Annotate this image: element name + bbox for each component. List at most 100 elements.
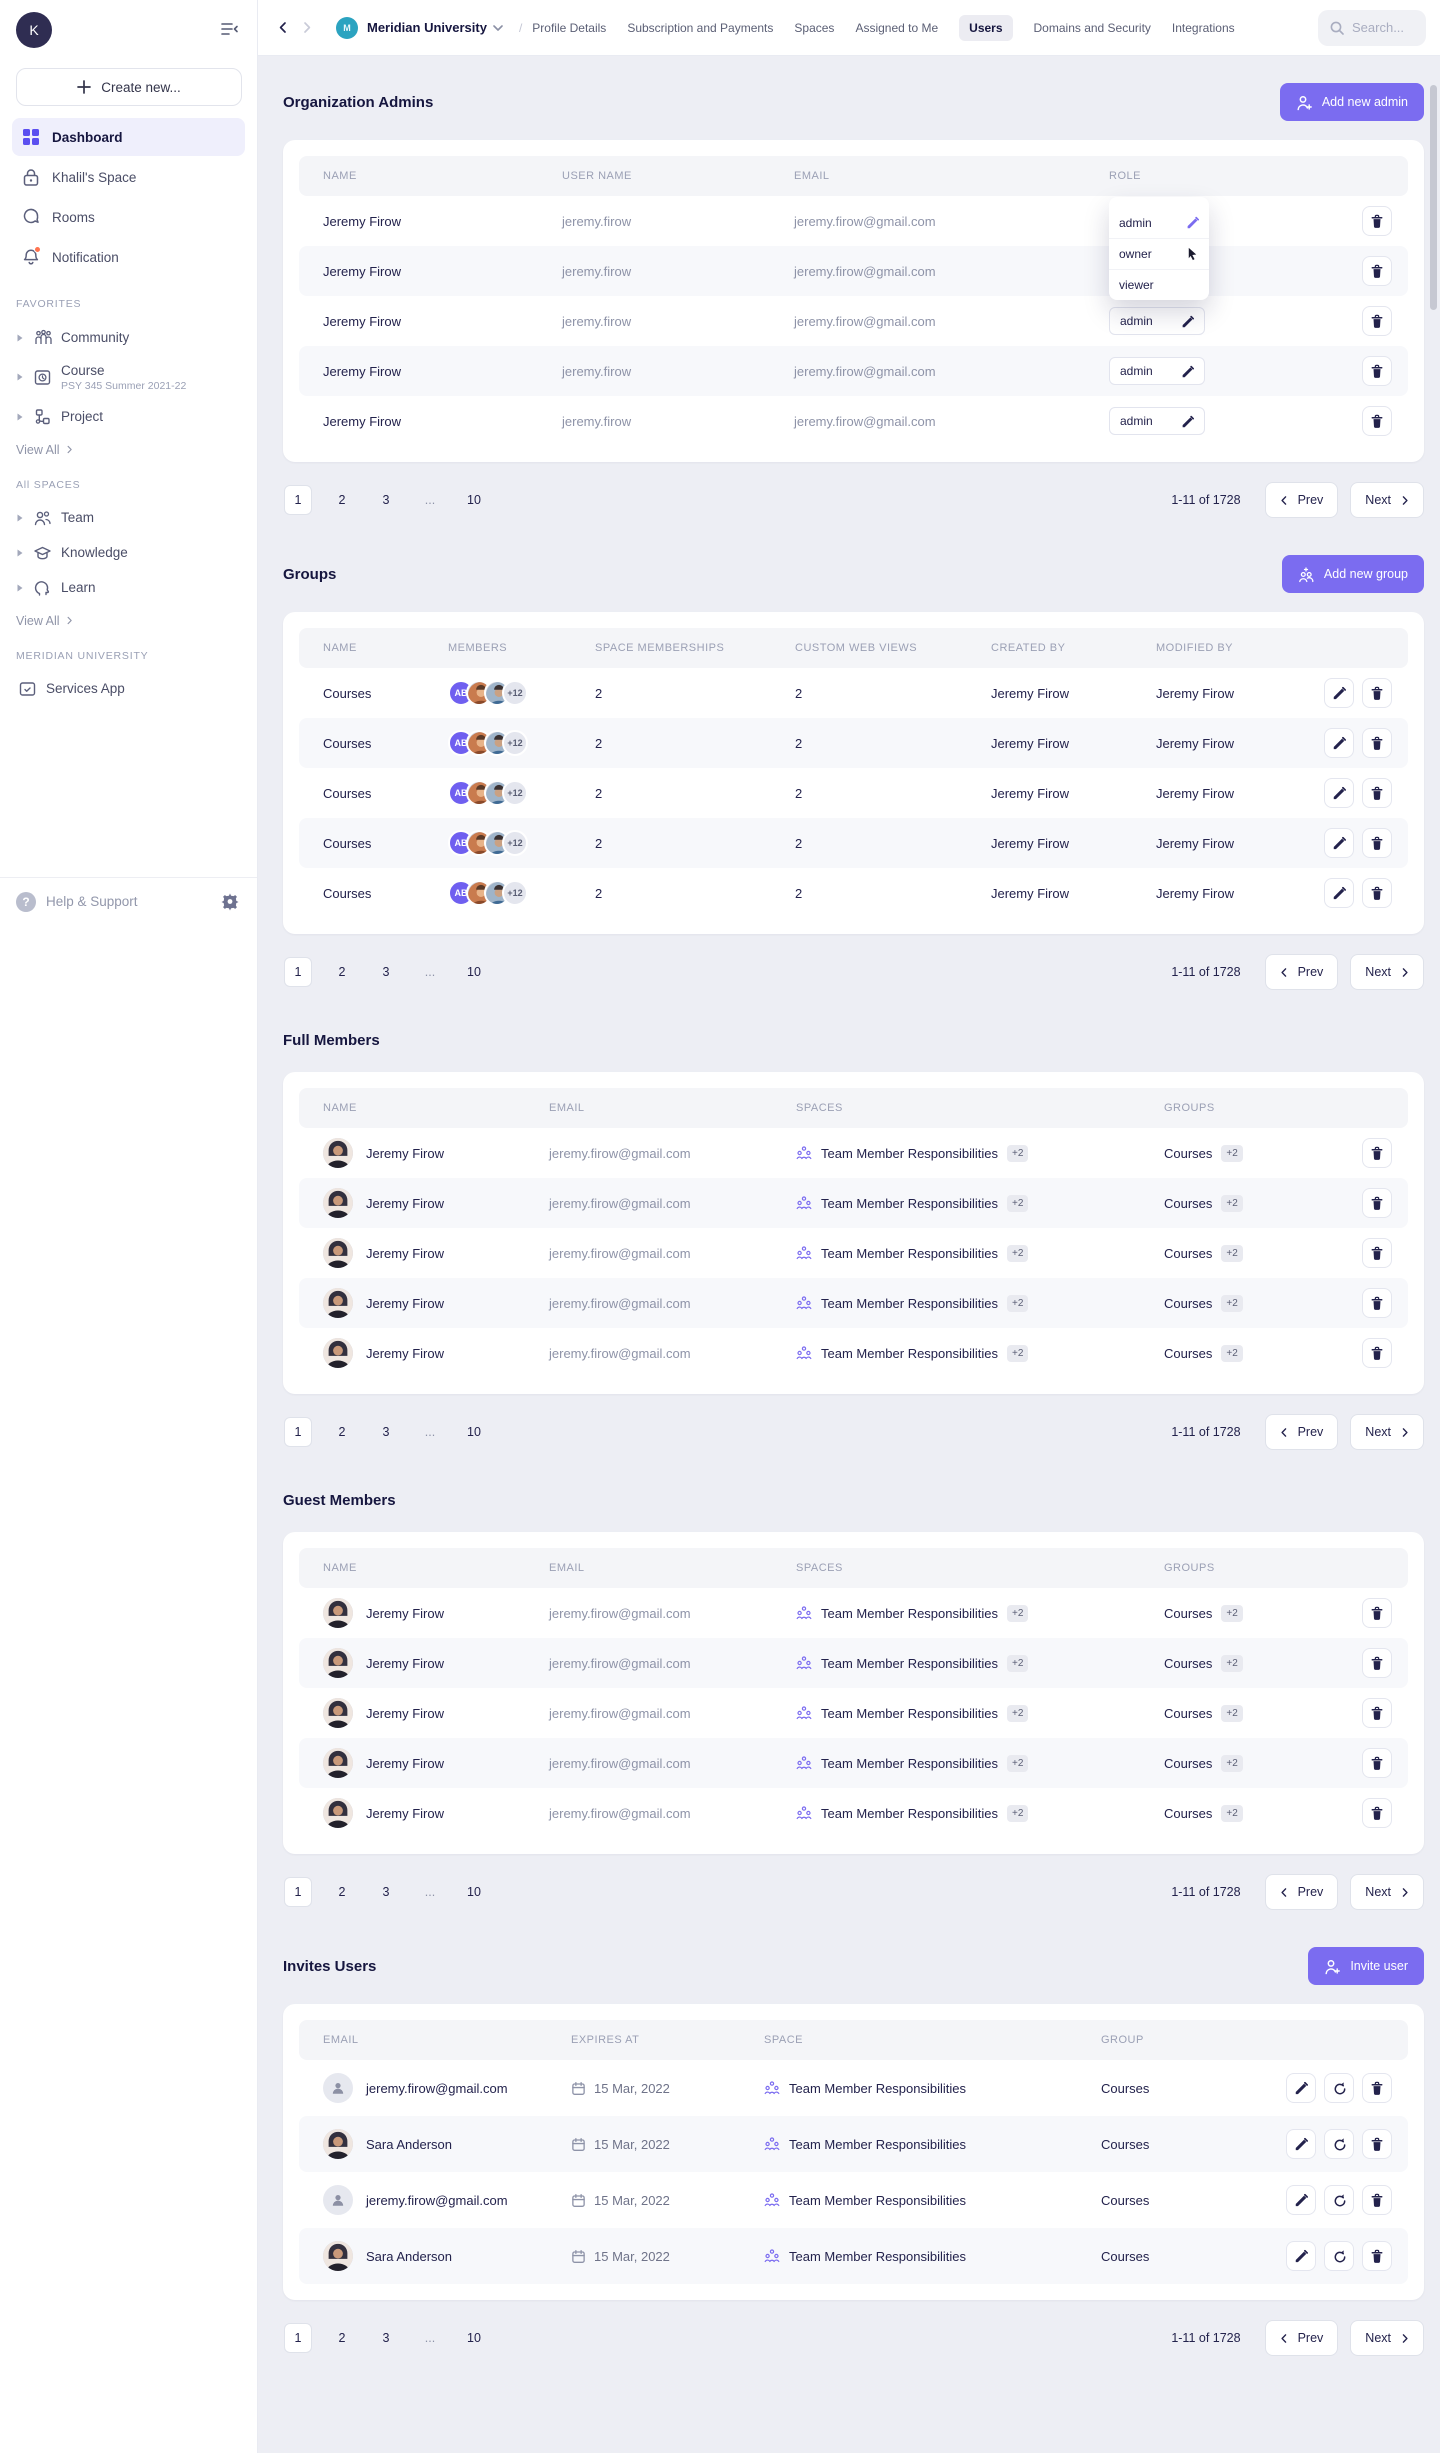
page-button[interactable]: 2 [338, 1885, 346, 1899]
delete-group-button[interactable] [1362, 728, 1392, 758]
groups-overflow-badge[interactable]: +2 [1221, 1754, 1243, 1772]
spaces-overflow-badge[interactable]: +2 [1007, 1244, 1029, 1262]
spaces-overflow-badge[interactable]: +2 [1007, 1604, 1029, 1622]
spaces-overflow-badge[interactable]: +2 [1007, 1804, 1029, 1822]
prev-button[interactable]: Prev [1264, 1874, 1339, 1910]
tab-subscription-payments[interactable]: Subscription and Payments [627, 20, 774, 35]
spaces-overflow-badge[interactable]: +2 [1007, 1344, 1029, 1362]
next-button[interactable]: Next [1350, 954, 1424, 990]
spaces-overflow-badge[interactable]: +2 [1007, 1194, 1029, 1212]
delete-invite-button[interactable] [1362, 2241, 1392, 2271]
tab-users[interactable]: Users [959, 14, 1013, 41]
delete-admin-button[interactable] [1362, 256, 1392, 286]
next-button[interactable]: Next [1350, 1414, 1424, 1450]
groups-overflow-badge[interactable]: +2 [1221, 1294, 1243, 1312]
sidebar-item-services-app[interactable]: Services App [0, 672, 257, 707]
role-select[interactable]: admin [1109, 307, 1205, 335]
sidebar-item-rooms[interactable]: Rooms [12, 198, 245, 236]
create-new-button[interactable]: Create new... [16, 68, 242, 106]
member-avatars[interactable]: AB +12 [448, 880, 595, 906]
member-avatars[interactable]: AB +12 [448, 730, 595, 756]
spaces-overflow-badge[interactable]: +2 [1007, 1294, 1029, 1312]
page-button[interactable]: 1 [284, 957, 312, 987]
sidebar-item-project[interactable]: Project [0, 400, 257, 435]
resend-invite-button[interactable] [1324, 2073, 1354, 2103]
spaces-overflow-badge[interactable]: +2 [1007, 1704, 1029, 1722]
add-new-admin-button[interactable]: Add new admin [1279, 83, 1424, 121]
delete-admin-button[interactable] [1362, 356, 1392, 386]
delete-member-button[interactable] [1362, 1188, 1392, 1218]
page-button[interactable]: 10 [467, 1885, 481, 1899]
delete-group-button[interactable] [1362, 878, 1392, 908]
page-button[interactable]: 2 [338, 2331, 346, 2345]
delete-invite-button[interactable] [1362, 2073, 1392, 2103]
search-input[interactable]: Search... [1318, 9, 1426, 46]
page-button[interactable]: 10 [467, 493, 481, 507]
next-button[interactable]: Next [1350, 482, 1424, 518]
groups-overflow-badge[interactable]: +2 [1221, 1704, 1243, 1722]
sidebar-item-notification[interactable]: Notification [12, 238, 245, 276]
sidebar-item-dashboard[interactable]: Dashboard [12, 118, 245, 156]
page-button[interactable]: 1 [284, 1417, 312, 1447]
tab-profile-details[interactable]: Profile Details [532, 20, 607, 35]
gear-icon[interactable] [221, 892, 239, 911]
invite-user-button[interactable]: Invite user [1308, 1947, 1424, 1985]
resend-invite-button[interactable] [1324, 2129, 1354, 2159]
expand-caret-icon[interactable] [16, 334, 24, 342]
tab-assigned-to-me[interactable]: Assigned to Me [855, 20, 939, 35]
resend-invite-button[interactable] [1324, 2185, 1354, 2215]
sidebar-item-team[interactable]: Team [0, 501, 257, 536]
expand-caret-icon[interactable] [16, 549, 24, 557]
role-option-viewer[interactable]: viewer [1109, 269, 1209, 300]
delete-guest-button[interactable] [1362, 1648, 1392, 1678]
page-button[interactable]: 2 [338, 493, 346, 507]
favorites-view-all-link[interactable]: View All [16, 443, 241, 457]
delete-group-button[interactable] [1362, 678, 1392, 708]
groups-overflow-badge[interactable]: +2 [1221, 1804, 1243, 1822]
page-button[interactable]: 1 [284, 2323, 312, 2353]
forward-button[interactable] [302, 21, 312, 34]
prev-button[interactable]: Prev [1264, 954, 1339, 990]
page-button[interactable]: 3 [382, 493, 390, 507]
spaces-overflow-badge[interactable]: +2 [1007, 1144, 1029, 1162]
page-button[interactable]: 10 [467, 965, 481, 979]
delete-guest-button[interactable] [1362, 1698, 1392, 1728]
sidebar-item-knowledge[interactable]: Knowledge [0, 536, 257, 571]
delete-group-button[interactable] [1362, 778, 1392, 808]
next-button[interactable]: Next [1350, 1874, 1424, 1910]
tab-spaces[interactable]: Spaces [794, 20, 835, 35]
delete-member-button[interactable] [1362, 1138, 1392, 1168]
expand-caret-icon[interactable] [16, 373, 24, 381]
groups-overflow-badge[interactable]: +2 [1221, 1654, 1243, 1672]
delete-admin-button[interactable] [1362, 406, 1392, 436]
role-option-owner[interactable]: owner [1109, 238, 1209, 269]
page-button[interactable]: 1 [284, 1877, 312, 1907]
edit-invite-button[interactable] [1286, 2185, 1316, 2215]
delete-member-button[interactable] [1362, 1238, 1392, 1268]
scrollbar-thumb[interactable] [1430, 85, 1437, 310]
spaces-overflow-badge[interactable]: +2 [1007, 1654, 1029, 1672]
page-button[interactable]: 3 [382, 1425, 390, 1439]
member-avatars[interactable]: AB +12 [448, 780, 595, 806]
page-button[interactable]: 3 [382, 965, 390, 979]
tab-integrations[interactable]: Integrations [1171, 20, 1235, 35]
page-button[interactable]: 10 [467, 1425, 481, 1439]
edit-group-button[interactable] [1324, 678, 1354, 708]
delete-guest-button[interactable] [1362, 1598, 1392, 1628]
edit-invite-button[interactable] [1286, 2073, 1316, 2103]
edit-group-button[interactable] [1324, 878, 1354, 908]
page-button[interactable]: 1 [284, 485, 312, 515]
prev-button[interactable]: Prev [1264, 482, 1339, 518]
sidebar-item-course[interactable]: Course PSY 345 Summer 2021-22 [0, 355, 257, 400]
groups-overflow-badge[interactable]: +2 [1221, 1344, 1243, 1362]
member-avatars[interactable]: AB +12 [448, 830, 595, 856]
edit-invite-button[interactable] [1286, 2129, 1316, 2159]
groups-overflow-badge[interactable]: +2 [1221, 1244, 1243, 1262]
delete-guest-button[interactable] [1362, 1798, 1392, 1828]
delete-invite-button[interactable] [1362, 2185, 1392, 2215]
edit-group-button[interactable] [1324, 828, 1354, 858]
page-button[interactable]: 2 [338, 965, 346, 979]
groups-overflow-badge[interactable]: +2 [1221, 1144, 1243, 1162]
tab-domains-security[interactable]: Domains and Security [1033, 20, 1151, 35]
delete-member-button[interactable] [1362, 1338, 1392, 1368]
